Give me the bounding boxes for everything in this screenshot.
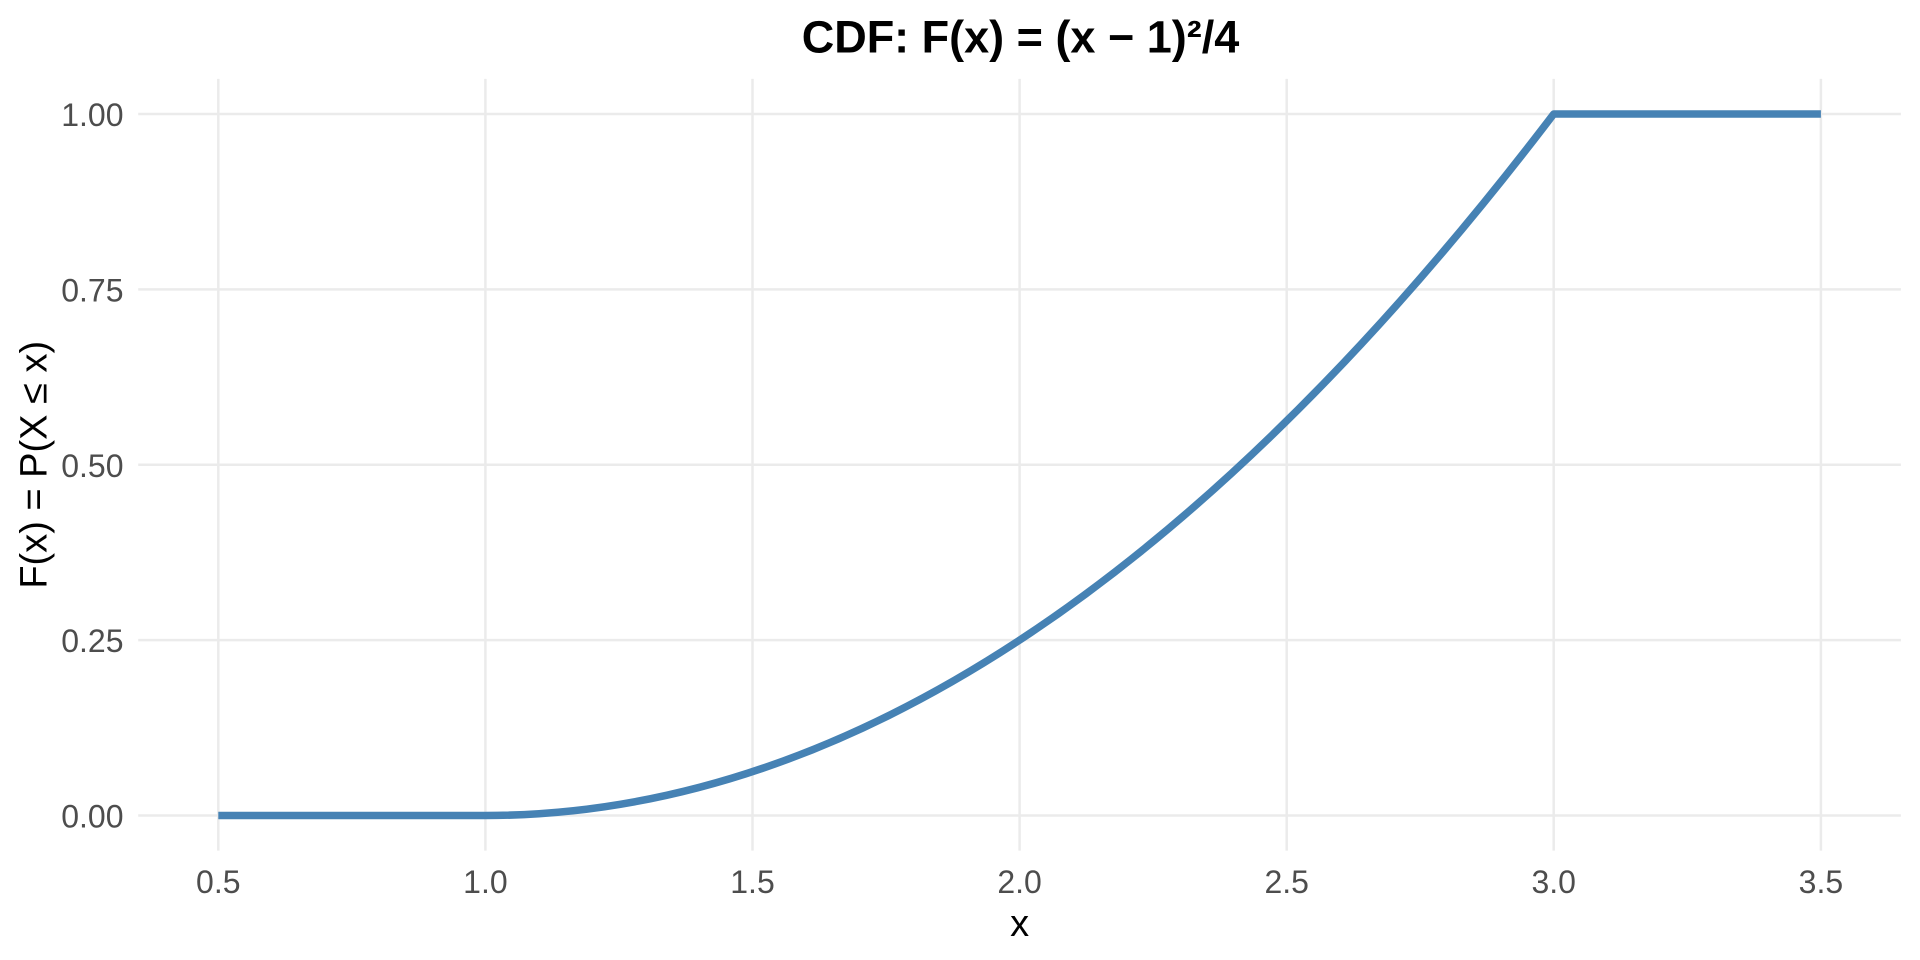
svg-text:0.50: 0.50 — [61, 448, 123, 484]
svg-text:1.00: 1.00 — [61, 97, 123, 133]
svg-text:0.5: 0.5 — [196, 864, 240, 900]
svg-text:F(x) = P(X ≤ x): F(x) = P(X ≤ x) — [14, 341, 56, 589]
svg-text:0.25: 0.25 — [61, 623, 123, 659]
svg-text:2.5: 2.5 — [1264, 864, 1308, 900]
svg-text:0.00: 0.00 — [61, 799, 123, 835]
svg-text:1.5: 1.5 — [730, 864, 774, 900]
svg-text:3.0: 3.0 — [1531, 864, 1575, 900]
svg-text:3.5: 3.5 — [1799, 864, 1843, 900]
svg-text:1.0: 1.0 — [463, 864, 507, 900]
svg-text:2.0: 2.0 — [997, 864, 1041, 900]
svg-text:x: x — [1010, 903, 1029, 945]
svg-text:0.75: 0.75 — [61, 273, 123, 309]
svg-text:CDF: F(x) = (x − 1)²/4: CDF: F(x) = (x − 1)²/4 — [802, 11, 1240, 62]
